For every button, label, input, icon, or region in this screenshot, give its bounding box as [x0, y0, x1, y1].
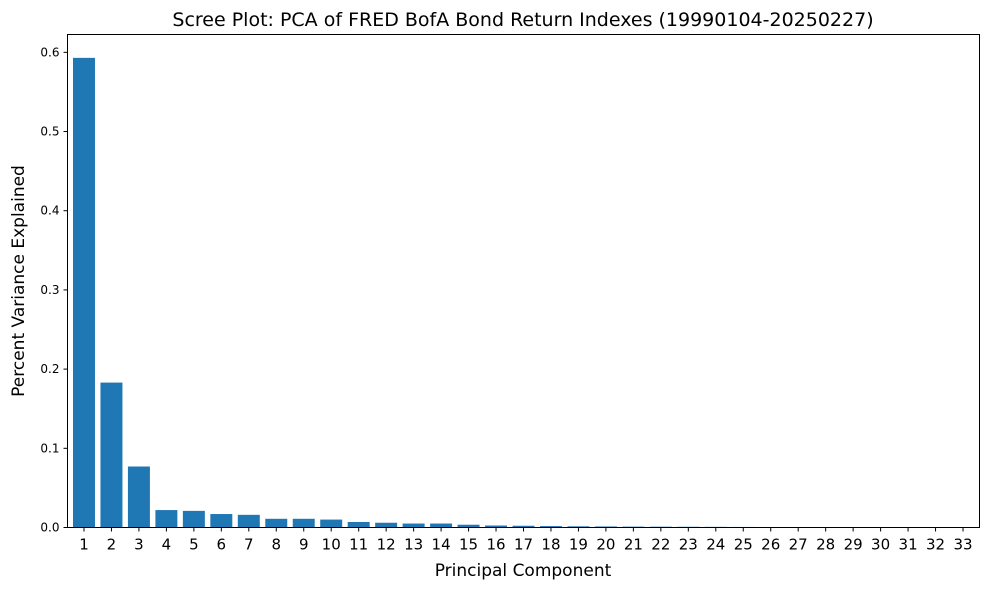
y-tick-label: 0.6 — [40, 45, 59, 59]
bar-pc-10 — [320, 519, 343, 528]
x-tick-label: 24 — [706, 536, 725, 554]
bar-pc-2 — [100, 382, 123, 528]
y-tick-label: 0.3 — [40, 283, 59, 297]
y-tick-label: 0.2 — [40, 362, 59, 376]
bar-pc-15 — [457, 524, 480, 528]
bar-pc-20 — [594, 526, 617, 528]
x-tick-label: 3 — [134, 536, 144, 554]
x-tick-label: 20 — [596, 536, 615, 554]
x-axis-label: Principal Component — [435, 561, 612, 581]
x-tick-label: 28 — [816, 536, 835, 554]
x-tick-label: 14 — [432, 536, 451, 554]
bar-pc-17 — [512, 525, 535, 528]
y-axis-ticks: 0.0 0.1 0.2 0.3 0.4 0.5 0.6 — [40, 45, 68, 535]
x-tick-label: 30 — [871, 536, 890, 554]
y-tick-label: 0.5 — [40, 125, 59, 139]
bar-pc-11 — [347, 521, 370, 528]
x-tick-label: 7 — [244, 536, 254, 554]
x-tick-label: 8 — [271, 536, 281, 554]
bar-pc-12 — [375, 522, 398, 528]
x-tick-label: 17 — [514, 536, 533, 554]
x-axis-ticks: 1 2 3 4 5 6 7 8 9 10 11 12 13 14 15 16 17 18 19 20 21 22 23 24 2… — [79, 527, 973, 554]
x-tick-label: 1 — [79, 536, 89, 554]
bar-pc-5 — [182, 510, 205, 528]
y-axis-label: Percent Variance Explained — [9, 165, 29, 397]
x-tick-label: 22 — [651, 536, 670, 554]
bar-pc-19 — [567, 526, 590, 528]
x-tick-label: 2 — [107, 536, 117, 554]
bar-pc-6 — [210, 514, 233, 528]
x-tick-label: 4 — [162, 536, 172, 554]
bar-pc-13 — [402, 523, 425, 528]
x-tick-label: 9 — [299, 536, 309, 554]
x-tick-label: 11 — [349, 536, 368, 554]
y-tick-label: 0.1 — [40, 441, 59, 455]
x-tick-label: 6 — [217, 536, 227, 554]
x-tick-label: 15 — [459, 536, 478, 554]
x-tick-label: 19 — [569, 536, 588, 554]
x-tick-label: 26 — [761, 536, 780, 554]
x-tick-label: 31 — [899, 536, 918, 554]
bar-pc-14 — [430, 523, 453, 528]
bar-pc-9 — [292, 518, 315, 528]
bar-pc-4 — [155, 510, 178, 528]
x-tick-label: 25 — [734, 536, 753, 554]
x-tick-label: 12 — [377, 536, 396, 554]
x-tick-label: 27 — [789, 536, 808, 554]
bar-pc-1 — [72, 57, 95, 528]
x-tick-label: 18 — [541, 536, 560, 554]
bar-pc-8 — [265, 518, 288, 528]
x-tick-label: 29 — [844, 536, 863, 554]
bar-pc-3 — [127, 466, 150, 528]
bar-pc-16 — [485, 525, 508, 528]
x-tick-label: 13 — [404, 536, 423, 554]
x-tick-label: 16 — [486, 536, 505, 554]
x-tick-label: 5 — [189, 536, 199, 554]
x-tick-label: 10 — [322, 536, 341, 554]
y-tick-label: 0.4 — [40, 204, 59, 218]
x-tick-label: 33 — [953, 536, 972, 554]
plot-frame — [67, 34, 980, 528]
y-tick-label: 0.0 — [40, 521, 59, 535]
x-tick-label: 21 — [624, 536, 643, 554]
x-tick-label: 32 — [926, 536, 945, 554]
bar-pc-18 — [539, 526, 562, 528]
x-tick-label: 23 — [679, 536, 698, 554]
bar-pc-7 — [237, 514, 260, 528]
bars-group — [72, 57, 975, 528]
chart-title: Scree Plot: PCA of FRED BofA Bond Return… — [172, 9, 873, 31]
